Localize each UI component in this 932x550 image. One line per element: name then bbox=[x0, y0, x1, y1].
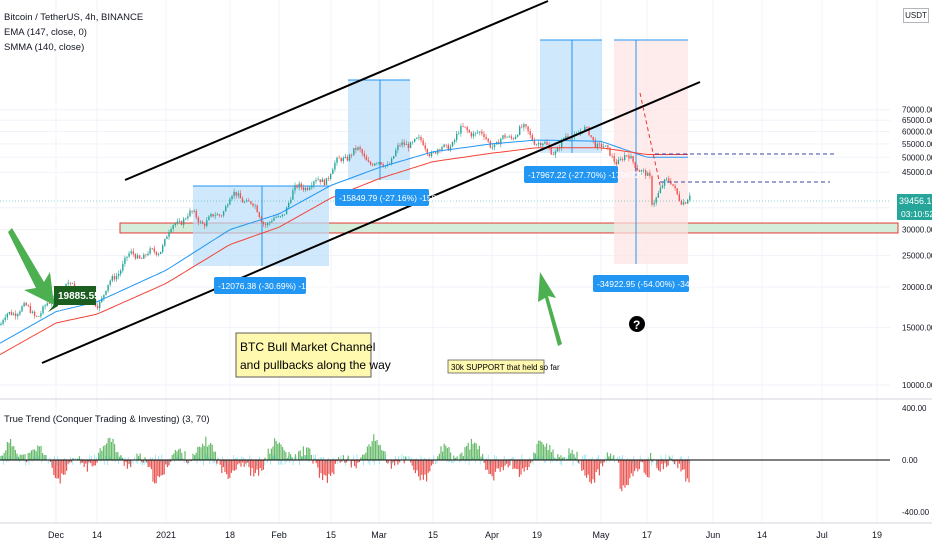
svg-text:30k SUPPORT that held so far: 30k SUPPORT that held so far bbox=[451, 363, 560, 372]
price-tick-label: 70000.00 bbox=[902, 106, 932, 115]
measure-box bbox=[614, 40, 688, 264]
oscillator-title: True Trend (Conquer Trading & Investing)… bbox=[4, 414, 210, 425]
time-label: May bbox=[592, 530, 610, 540]
svg-text:BTC Bull Market Channel: BTC Bull Market Channel bbox=[240, 340, 375, 354]
channel-lower-line[interactable] bbox=[41, 81, 701, 364]
price-axis[interactable]: 70000.0065000.00 60000.00 55000.00 50000.00… bbox=[902, 106, 932, 390]
svg-text:?: ? bbox=[633, 318, 640, 332]
time-label: 15 bbox=[326, 530, 336, 540]
time-label: 17 bbox=[642, 530, 652, 540]
time-label: 15 bbox=[428, 530, 438, 540]
note-channel: BTC Bull Market Channel and pullbacks al… bbox=[235, 332, 391, 378]
high-callout-value: 19885.55 bbox=[58, 291, 100, 302]
svg-text:-12076.38 (-30.69%) -1207638: -12076.38 (-30.69%) -1207638 bbox=[218, 281, 335, 291]
time-axis[interactable]: Dec 14 2021 18 Feb 15 Mar 15 Apr 19 May 17 Jun 14 Jul 1… bbox=[48, 530, 882, 540]
smma-legend: SMMA (140, close) bbox=[4, 42, 85, 53]
note-support: 30k SUPPORT that held so far bbox=[447, 359, 560, 374]
measure-label-4: -34922.95 (-54.00%) -3492295 bbox=[593, 275, 714, 292]
oscillator-tick-label: 400.00 bbox=[902, 404, 927, 413]
high-callout: 19885.55 bbox=[48, 286, 100, 312]
time-label: Mar bbox=[371, 530, 387, 540]
price-tick-label: 10000.00 bbox=[902, 381, 932, 390]
oscillator-tick-label: 0.00 bbox=[902, 456, 918, 465]
time-label: Feb bbox=[271, 530, 287, 540]
price-tick-label: 45000.00 bbox=[902, 168, 932, 177]
last-price-value: 39456.19 bbox=[899, 196, 932, 206]
svg-text:-17967.22 (-27.70%) -1796722: -17967.22 (-27.70%) -1796722 bbox=[528, 170, 645, 180]
measure-box bbox=[540, 40, 602, 153]
svg-text:-34922.95 (-54.00%) -3492295: -34922.95 (-54.00%) -3492295 bbox=[597, 279, 714, 289]
question-mark-badge: ? bbox=[629, 316, 645, 332]
time-label: 18 bbox=[225, 530, 235, 540]
price-tick-label: 15000.00 bbox=[902, 324, 932, 333]
ema-legend: EMA (147, close, 0) bbox=[4, 27, 87, 38]
currency-button[interactable]: USDT bbox=[903, 8, 929, 23]
price-tick-label: 65000.00 bbox=[902, 116, 932, 125]
channel-upper-line[interactable] bbox=[124, 0, 549, 181]
price-tick-label: 25000.00 bbox=[902, 251, 932, 260]
price-tick-label: 30000.00 bbox=[902, 226, 932, 235]
measure-label-2: -15849.79 (-27.16%) -1584979 bbox=[335, 189, 456, 206]
time-label: 19 bbox=[532, 530, 542, 540]
last-price-tag: 39456.19 03:10:52 bbox=[897, 194, 932, 220]
oscillator-histogram bbox=[0, 434, 691, 492]
time-label: 19 bbox=[872, 530, 882, 540]
svg-text:and pullbacks along the way: and pullbacks along the way bbox=[240, 358, 391, 372]
measure-label-1: -12076.38 (-30.69%) -1207638 bbox=[214, 277, 335, 294]
arrow-support bbox=[538, 272, 562, 346]
price-tick-label: 60000.00 bbox=[902, 128, 932, 137]
time-label: Jun bbox=[706, 530, 721, 540]
price-tick-label: 55000.00 bbox=[902, 140, 932, 149]
price-tick-label: 50000.00 bbox=[902, 153, 932, 162]
symbol-title: Bitcoin / TetherUS, 4h, BINANCE bbox=[4, 12, 144, 23]
time-label: Jul bbox=[816, 530, 828, 540]
time-label: Dec bbox=[48, 530, 65, 540]
price-tick-label: 20000.00 bbox=[902, 283, 932, 292]
oscillator-tick-label: -400.00 bbox=[902, 508, 930, 517]
countdown-value: 03:10:52 bbox=[901, 209, 932, 219]
time-label: 14 bbox=[92, 530, 102, 540]
svg-text:-15849.79 (-27.16%) -1584979: -15849.79 (-27.16%) -1584979 bbox=[339, 193, 456, 203]
oscillator-axis: 400.00 0.00 -400.00 bbox=[902, 404, 930, 517]
measure-label-3: -17967.22 (-27.70%) -1796722 bbox=[524, 166, 645, 183]
grid bbox=[0, 0, 890, 523]
time-label: 2021 bbox=[156, 530, 176, 540]
breakdown-dashed-line bbox=[639, 92, 661, 186]
support-zone bbox=[119, 222, 899, 234]
arrow-up-left bbox=[8, 228, 54, 305]
ema-line bbox=[0, 139, 688, 344]
time-label: 14 bbox=[757, 530, 767, 540]
time-label: Apr bbox=[485, 530, 499, 540]
candlestick-series bbox=[0, 122, 691, 326]
